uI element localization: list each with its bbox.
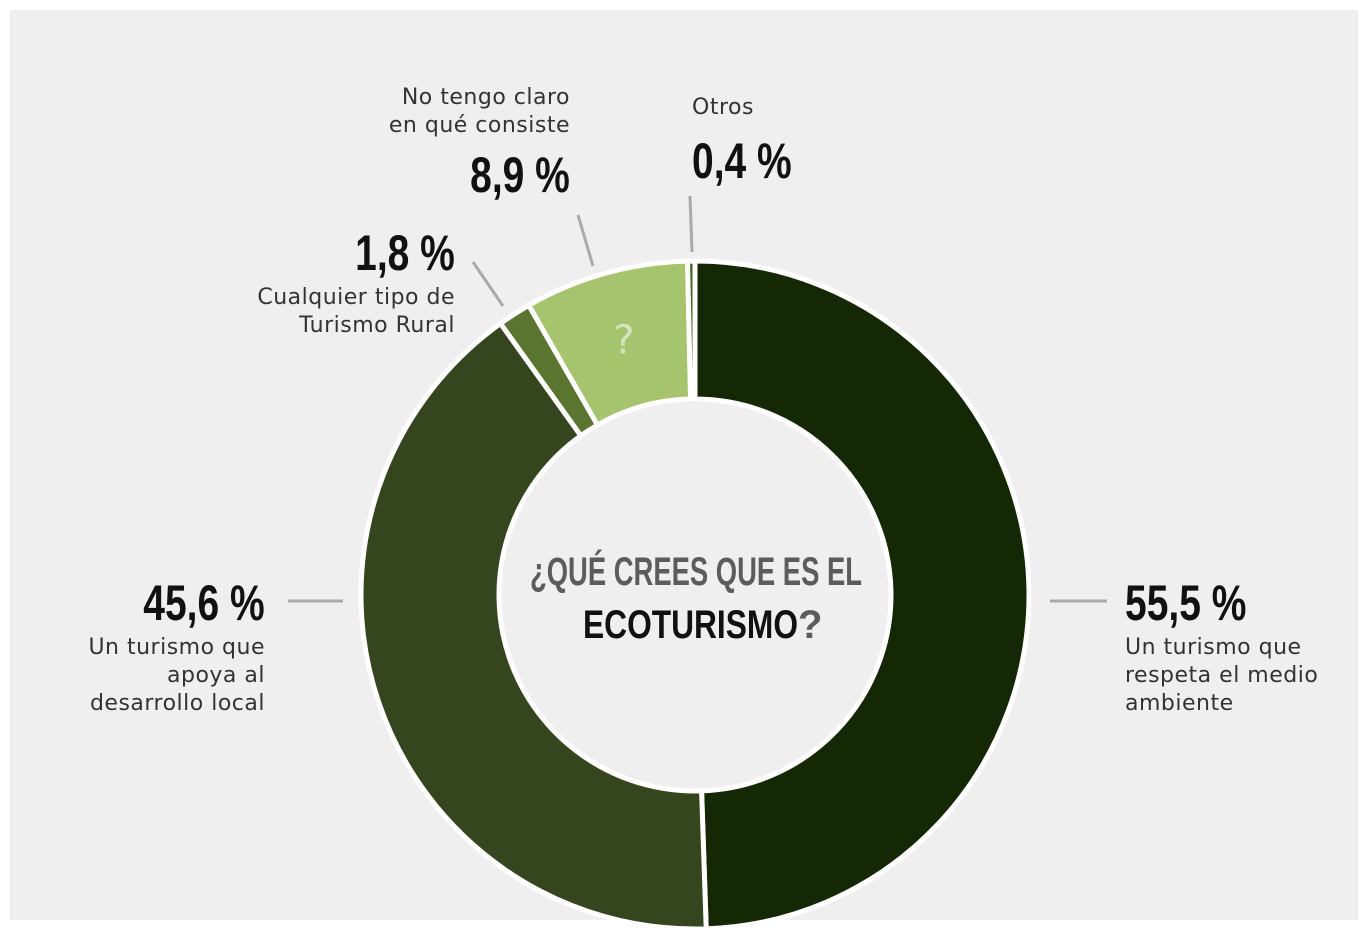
category-label: Cualquier tipo de Turismo Rural (257, 285, 455, 338)
category-label: Otros (692, 95, 754, 120)
center-title-mark: ? (798, 603, 822, 647)
value-label: 45,6 % (143, 575, 265, 631)
category-label: No tengo claro en qué consiste (388, 85, 570, 138)
donut-slice (684, 258, 698, 402)
value-label: 8,9 % (470, 147, 570, 203)
value-label: 0,4 % (692, 133, 792, 189)
panel (10, 10, 1358, 920)
center-title: ECOTURISMO? (583, 603, 822, 647)
donut-slice (358, 319, 709, 929)
leader-line (471, 261, 505, 307)
value-label: 55,5 % (1125, 575, 1247, 631)
center-title-keyword: ECOTURISMO (583, 603, 798, 647)
donut-slice (692, 258, 1032, 929)
category-label: Un turismo que apoya al desarrollo local (88, 635, 265, 716)
value-label: 1,8 % (355, 225, 455, 281)
leader-line (576, 214, 595, 267)
center-title: ¿QUÉ CREES QUE ES EL (530, 549, 862, 594)
category-label: Un turismo que respeta el medio ambiente (1125, 635, 1319, 716)
leader-line (688, 195, 694, 253)
slice-icon: ? (613, 318, 634, 364)
